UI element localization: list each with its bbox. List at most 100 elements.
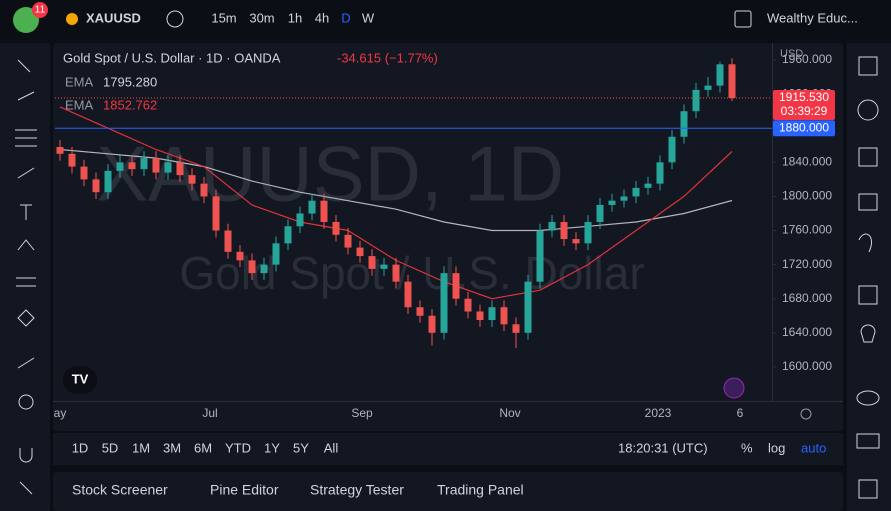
candle-body <box>344 234 352 248</box>
panel-tab[interactable]: Trading Panel <box>437 482 524 498</box>
candle-body <box>560 222 568 240</box>
interval-button[interactable]: D <box>341 10 350 25</box>
interval-button[interactable]: 15m <box>211 10 236 25</box>
candle-body <box>500 307 508 325</box>
candle-body <box>296 213 304 227</box>
panel-tab[interactable]: Pine Editor <box>210 482 279 498</box>
candle-body <box>608 200 616 205</box>
candle-body <box>476 311 484 321</box>
y-tick-label: 1680.000 <box>782 291 832 305</box>
layout-name[interactable]: Wealthy Educ... <box>767 10 858 25</box>
candle-body <box>416 307 424 316</box>
candle-body <box>140 158 148 170</box>
y-tick-label: 1600.000 <box>782 359 832 373</box>
candle-body <box>452 273 460 299</box>
y-tick-label: 1640.000 <box>782 325 832 339</box>
candle-body <box>248 260 256 274</box>
legend-title: Gold Spot / U.S. Dollar · 1D · OANDA <box>63 50 281 65</box>
range-button[interactable]: YTD <box>225 440 251 455</box>
candle-body <box>692 89 700 112</box>
panel-tab[interactable]: Strategy Tester <box>310 482 404 498</box>
candle-body <box>200 183 208 197</box>
candle-body <box>620 196 628 201</box>
candle-body <box>68 153 76 167</box>
tv-logo: TV <box>72 371 89 386</box>
ema-value: 1795.280 <box>103 74 157 89</box>
currency[interactable]: USD <box>780 48 803 60</box>
price-tag-label: 1880.000 <box>779 120 829 134</box>
candle-body <box>704 85 712 90</box>
candle-body <box>284 226 292 244</box>
candle-body <box>128 162 136 170</box>
candle-body <box>728 64 736 98</box>
candle-body <box>668 136 676 163</box>
candle-body <box>656 162 664 184</box>
range-button[interactable]: 1Y <box>264 440 280 455</box>
y-tick-label: 1800.000 <box>782 189 832 203</box>
candle-body <box>488 307 496 321</box>
x-tick-label: Nov <box>499 406 520 420</box>
candle-body <box>524 281 532 333</box>
candle-body <box>164 162 172 173</box>
candle-body <box>464 298 472 312</box>
candle-body <box>104 170 112 193</box>
ema-label: EMA <box>65 97 94 112</box>
interval-button[interactable]: 30m <box>249 10 274 25</box>
log-toggle[interactable]: log <box>768 440 785 455</box>
y-tick-label: 1840.000 <box>782 155 832 169</box>
avatar[interactable] <box>13 7 39 33</box>
candle-body <box>116 162 124 171</box>
y-tick-label: 1760.000 <box>782 223 832 237</box>
x-tick-label: Sep <box>351 406 373 420</box>
legend-change: -34.615 (−1.77%) <box>337 50 438 65</box>
range-button[interactable]: 1M <box>132 440 150 455</box>
candle-body <box>716 64 724 86</box>
y-tick-label: 1720.000 <box>782 257 832 271</box>
countdown: 03:39:29 <box>781 104 828 118</box>
range-button[interactable]: All <box>324 440 339 455</box>
ema-label: EMA <box>65 74 94 89</box>
x-tick-label: 2023 <box>645 406 672 420</box>
price-tag-label: 1915.530 <box>779 90 829 104</box>
clock: 18:20:31 (UTC) <box>618 440 708 455</box>
range-button[interactable]: 1D <box>72 440 89 455</box>
interval-button[interactable]: 1h <box>288 10 302 25</box>
candle-body <box>212 196 220 231</box>
candle-body <box>92 179 100 193</box>
candle-body <box>308 200 316 214</box>
candle-body <box>152 158 160 173</box>
candle-body <box>332 222 340 235</box>
badge: 11 <box>35 5 46 16</box>
range-button[interactable]: 5Y <box>293 440 309 455</box>
symbol[interactable]: XAUUSD <box>86 10 141 25</box>
candle-body <box>548 222 556 231</box>
candle-body <box>392 264 400 282</box>
candle-body <box>440 273 448 333</box>
candle-body <box>596 204 604 222</box>
panel-tab[interactable]: Stock Screener <box>72 482 168 498</box>
interval-button[interactable]: W <box>362 10 375 25</box>
price-tag <box>773 120 835 137</box>
candle-body <box>320 200 328 222</box>
auto-toggle[interactable]: auto <box>801 440 826 455</box>
candle-body <box>572 239 580 244</box>
candle-body <box>260 264 268 274</box>
range-button[interactable]: 5D <box>102 440 119 455</box>
watermark: Gold Spot / U.S. Dollar <box>179 247 644 299</box>
x-tick-label: 6 <box>737 406 744 420</box>
candle-body <box>512 324 520 333</box>
candle-body <box>632 187 640 197</box>
range-button[interactable]: 3M <box>163 440 181 455</box>
candle-body <box>176 162 184 176</box>
interval-button[interactable]: 4h <box>315 10 329 25</box>
candle-body <box>536 230 544 282</box>
percent-toggle[interactable]: % <box>741 440 753 455</box>
candle-body <box>680 111 688 137</box>
candle-body <box>428 315 436 333</box>
candle-body <box>224 230 232 252</box>
range-button[interactable]: 6M <box>194 440 212 455</box>
candle-body <box>356 247 364 257</box>
ema-line <box>59 148 733 232</box>
candle-body <box>404 281 412 308</box>
